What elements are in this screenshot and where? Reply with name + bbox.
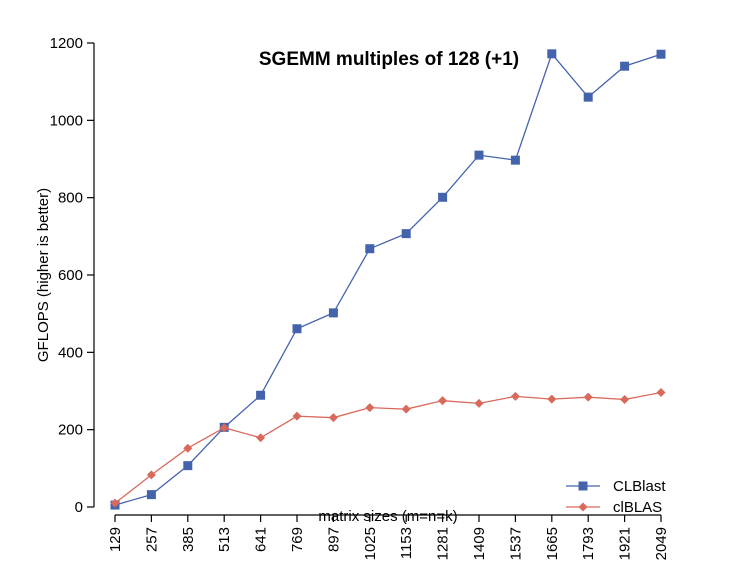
legend-marker xyxy=(578,502,588,512)
series-line-clblast xyxy=(114,52,662,506)
data-point-clblas xyxy=(365,403,375,413)
data-point-clblas xyxy=(328,413,338,423)
x-tick-label: 385 xyxy=(180,527,197,552)
x-tick-label: 769 xyxy=(289,527,306,552)
data-point-clblas xyxy=(438,396,448,406)
x-tick-label: 257 xyxy=(143,527,160,552)
data-point-clblas xyxy=(547,394,557,404)
data-point-clblast xyxy=(365,244,375,254)
x-axis-title: matrix sizes (m=n=k) xyxy=(318,508,457,525)
x-ticks: 129 257 385 513 641 769 897 1025 1153 1281 1409 153… xyxy=(107,515,670,560)
x-tick-label: 897 xyxy=(325,527,342,552)
x-tick-label: 1025 xyxy=(362,527,379,560)
data-point-clblast xyxy=(183,461,193,471)
data-point-clblast xyxy=(401,229,411,239)
data-point-clblas xyxy=(401,404,411,414)
y-axis-title: GFLOPS (higher is better) xyxy=(35,188,52,362)
y-tick-label: 800 xyxy=(58,190,83,207)
x-tick-label: 1921 xyxy=(617,527,634,560)
x-tick-label: 1153 xyxy=(398,527,415,559)
x-tick-label: 1409 xyxy=(471,527,488,560)
data-point-clblast xyxy=(256,390,266,400)
y-tick-label: 200 xyxy=(58,422,83,439)
y-tick-label: 400 xyxy=(58,344,83,361)
data-point-clblast xyxy=(620,61,630,71)
data-point-clblas xyxy=(146,470,156,480)
legend-marker xyxy=(578,481,588,491)
chart-axes: 0 200 400 600 800 1000 1200 129 257 385 513 641 769… xyxy=(50,35,670,560)
x-tick-label: 1665 xyxy=(544,527,561,560)
y-tick-label: 600 xyxy=(58,267,83,284)
x-tick-label: 1537 xyxy=(507,527,524,560)
series-line-clblas xyxy=(114,391,662,504)
y-tick-label: 0 xyxy=(75,499,83,516)
data-point-clblast xyxy=(438,192,448,202)
y-ticks: 0 200 400 600 800 1000 1200 xyxy=(50,35,94,516)
data-point-clblas xyxy=(219,423,229,433)
data-point-clblast xyxy=(474,150,484,160)
data-point-clblast xyxy=(656,49,666,59)
legend-item-clblast: CLBlast xyxy=(566,478,666,495)
x-tick-label: 513 xyxy=(216,527,233,552)
x-tick-label: 1793 xyxy=(580,527,597,560)
series-clblas xyxy=(110,388,666,508)
data-point-clblast xyxy=(328,308,338,318)
data-point-clblas xyxy=(292,411,302,421)
legend: CLBlast clBLAS xyxy=(566,478,666,516)
x-tick-label: 1281 xyxy=(435,527,452,560)
legend-label: CLBlast xyxy=(613,478,666,495)
data-point-clblas xyxy=(583,392,593,402)
y-tick-label: 1200 xyxy=(50,35,83,52)
x-tick-label: 641 xyxy=(253,527,270,552)
data-point-clblas xyxy=(110,498,120,508)
data-point-clblas xyxy=(656,388,666,398)
data-point-clblas xyxy=(620,395,630,405)
data-point-clblas xyxy=(510,391,520,401)
data-point-clblas xyxy=(256,433,266,443)
data-point-clblas xyxy=(183,443,193,453)
series-clblast xyxy=(110,49,666,510)
series-layer xyxy=(110,49,666,510)
data-point-clblast xyxy=(292,324,302,334)
legend-item-clblas: clBLAS xyxy=(566,499,662,516)
chart-title: SGEMM multiples of 128 (+1) xyxy=(259,49,519,70)
data-point-clblas xyxy=(474,398,484,408)
x-tick-label: 129 xyxy=(107,527,124,552)
x-tick-label: 2049 xyxy=(653,527,670,560)
legend-label: clBLAS xyxy=(613,499,662,516)
data-point-clblast xyxy=(547,49,557,59)
data-point-clblast xyxy=(510,155,520,165)
y-tick-label: 1000 xyxy=(50,112,83,129)
data-point-clblast xyxy=(146,490,156,500)
data-point-clblast xyxy=(583,92,593,102)
